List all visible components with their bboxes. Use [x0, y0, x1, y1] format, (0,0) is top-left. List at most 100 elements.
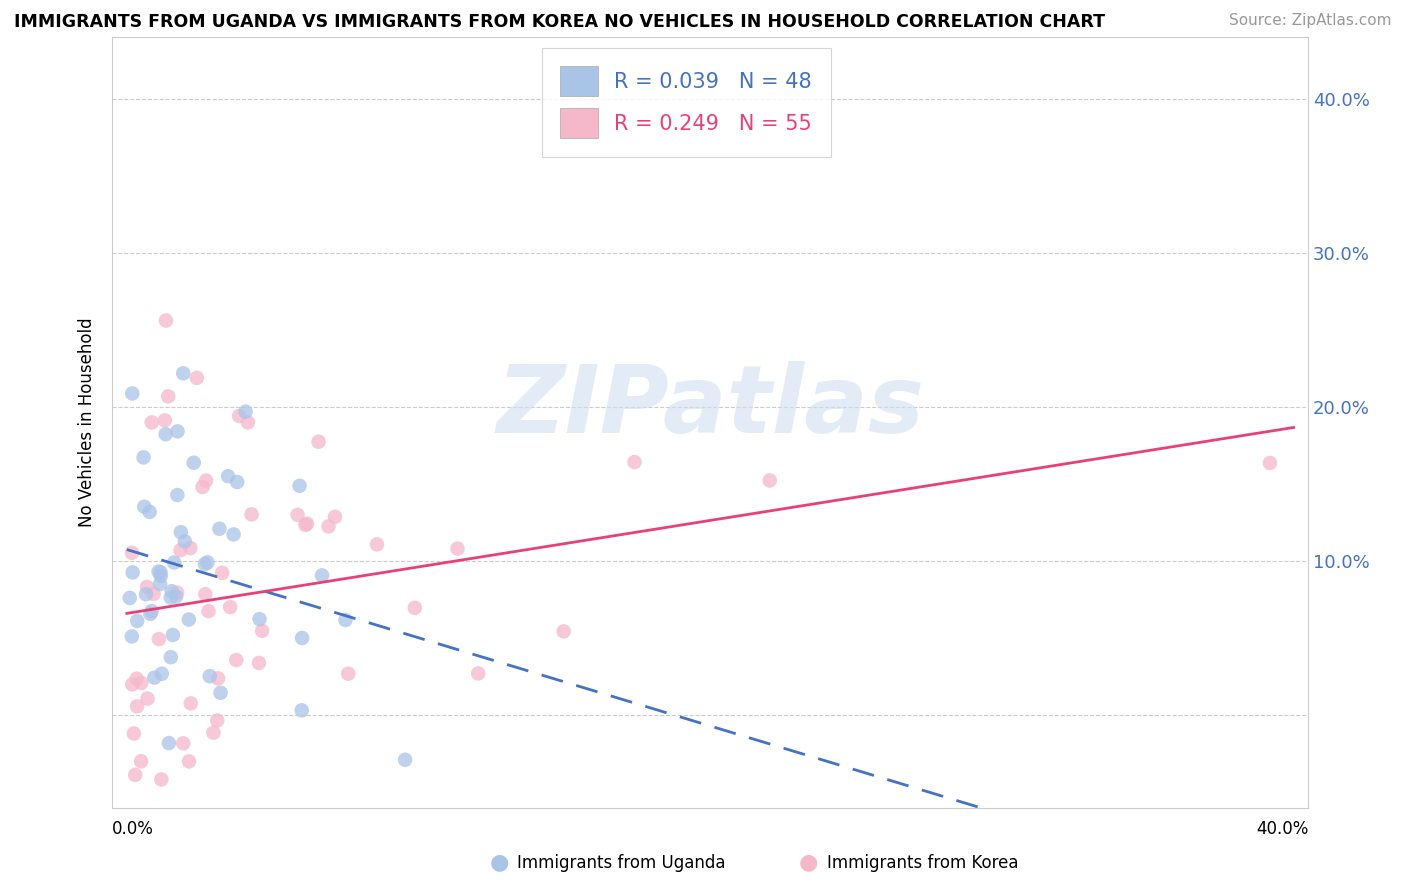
Text: ●: ● — [489, 853, 509, 872]
Text: 0.0%: 0.0% — [112, 821, 155, 838]
Point — [122, 726, 145, 740]
Point — [323, 509, 346, 524]
Point — [172, 366, 194, 380]
Point — [758, 474, 780, 488]
Point — [121, 566, 143, 580]
Point — [288, 479, 311, 493]
Point — [250, 624, 273, 638]
Point — [155, 313, 177, 327]
Point — [217, 469, 239, 483]
Point — [157, 736, 180, 750]
Point — [179, 541, 201, 555]
Point — [225, 653, 247, 667]
Point — [202, 725, 225, 739]
Point — [124, 768, 146, 782]
Point — [308, 434, 330, 449]
Point — [311, 568, 333, 582]
Point — [197, 555, 219, 569]
Point — [125, 699, 148, 714]
Point — [250, 864, 273, 879]
Point — [291, 631, 314, 645]
Point — [553, 624, 575, 639]
Point — [186, 371, 208, 385]
Text: Source: ZipAtlas.com: Source: ZipAtlas.com — [1229, 13, 1392, 29]
Text: Immigrants from Korea: Immigrants from Korea — [827, 855, 1018, 872]
Point — [141, 416, 163, 430]
Point — [194, 557, 217, 571]
Point — [404, 600, 426, 615]
Text: IMMIGRANTS FROM UGANDA VS IMMIGRANTS FROM KOREA NO VEHICLES IN HOUSEHOLD CORRELA: IMMIGRANTS FROM UGANDA VS IMMIGRANTS FRO… — [14, 13, 1105, 31]
Point — [222, 527, 245, 541]
Point — [295, 516, 318, 531]
Point — [205, 714, 228, 728]
Point — [197, 604, 219, 618]
Point — [157, 389, 180, 403]
Point — [132, 450, 155, 465]
Point — [318, 519, 340, 533]
Point — [191, 480, 214, 494]
Point — [153, 413, 176, 427]
Point — [172, 736, 194, 750]
Point — [183, 456, 205, 470]
Point — [143, 671, 166, 685]
Point — [235, 405, 257, 419]
Point — [166, 488, 188, 502]
Point — [136, 580, 159, 594]
Point — [209, 686, 232, 700]
Point — [198, 669, 221, 683]
Point — [446, 541, 468, 556]
Point — [240, 508, 263, 522]
Point — [129, 754, 152, 768]
Point — [121, 677, 143, 691]
Point — [165, 590, 187, 604]
Point — [335, 613, 357, 627]
Text: ●: ● — [799, 853, 818, 872]
Point — [173, 534, 195, 549]
Point — [291, 703, 314, 717]
Point — [337, 666, 360, 681]
Point — [228, 409, 250, 423]
Point — [127, 614, 149, 628]
Point — [121, 630, 143, 644]
Point — [366, 537, 388, 551]
Point — [118, 591, 141, 605]
Point — [207, 672, 229, 686]
Point — [208, 522, 231, 536]
Point — [160, 584, 183, 599]
Point — [138, 505, 160, 519]
Point — [247, 656, 270, 670]
Point — [163, 556, 186, 570]
Point — [141, 604, 163, 618]
Point — [166, 425, 188, 439]
Text: ZIPatlas: ZIPatlas — [496, 361, 924, 453]
Y-axis label: No Vehicles in Household: No Vehicles in Household — [79, 318, 96, 527]
Point — [287, 508, 309, 522]
Point — [195, 474, 218, 488]
Point — [150, 666, 173, 681]
Point — [148, 565, 170, 579]
Point — [623, 455, 645, 469]
Point — [180, 697, 202, 711]
Point — [219, 600, 242, 615]
Point — [162, 628, 184, 642]
Point — [236, 415, 259, 429]
Point — [142, 587, 165, 601]
Point — [148, 632, 170, 646]
Point — [135, 587, 157, 601]
Point — [166, 585, 188, 599]
Text: Immigrants from Uganda: Immigrants from Uganda — [517, 855, 725, 872]
Point — [467, 666, 489, 681]
Point — [226, 475, 249, 489]
Point — [149, 569, 172, 583]
Point — [211, 566, 233, 580]
Point — [294, 517, 316, 532]
Point — [121, 546, 143, 560]
Point — [139, 607, 162, 621]
Point — [136, 691, 159, 706]
Point — [169, 543, 191, 558]
Point — [159, 591, 181, 605]
Point — [177, 613, 200, 627]
Point — [177, 755, 200, 769]
Point — [194, 587, 217, 601]
Legend: R = 0.039   N = 48, R = 0.249   N = 55: R = 0.039 N = 48, R = 0.249 N = 55 — [541, 47, 831, 157]
